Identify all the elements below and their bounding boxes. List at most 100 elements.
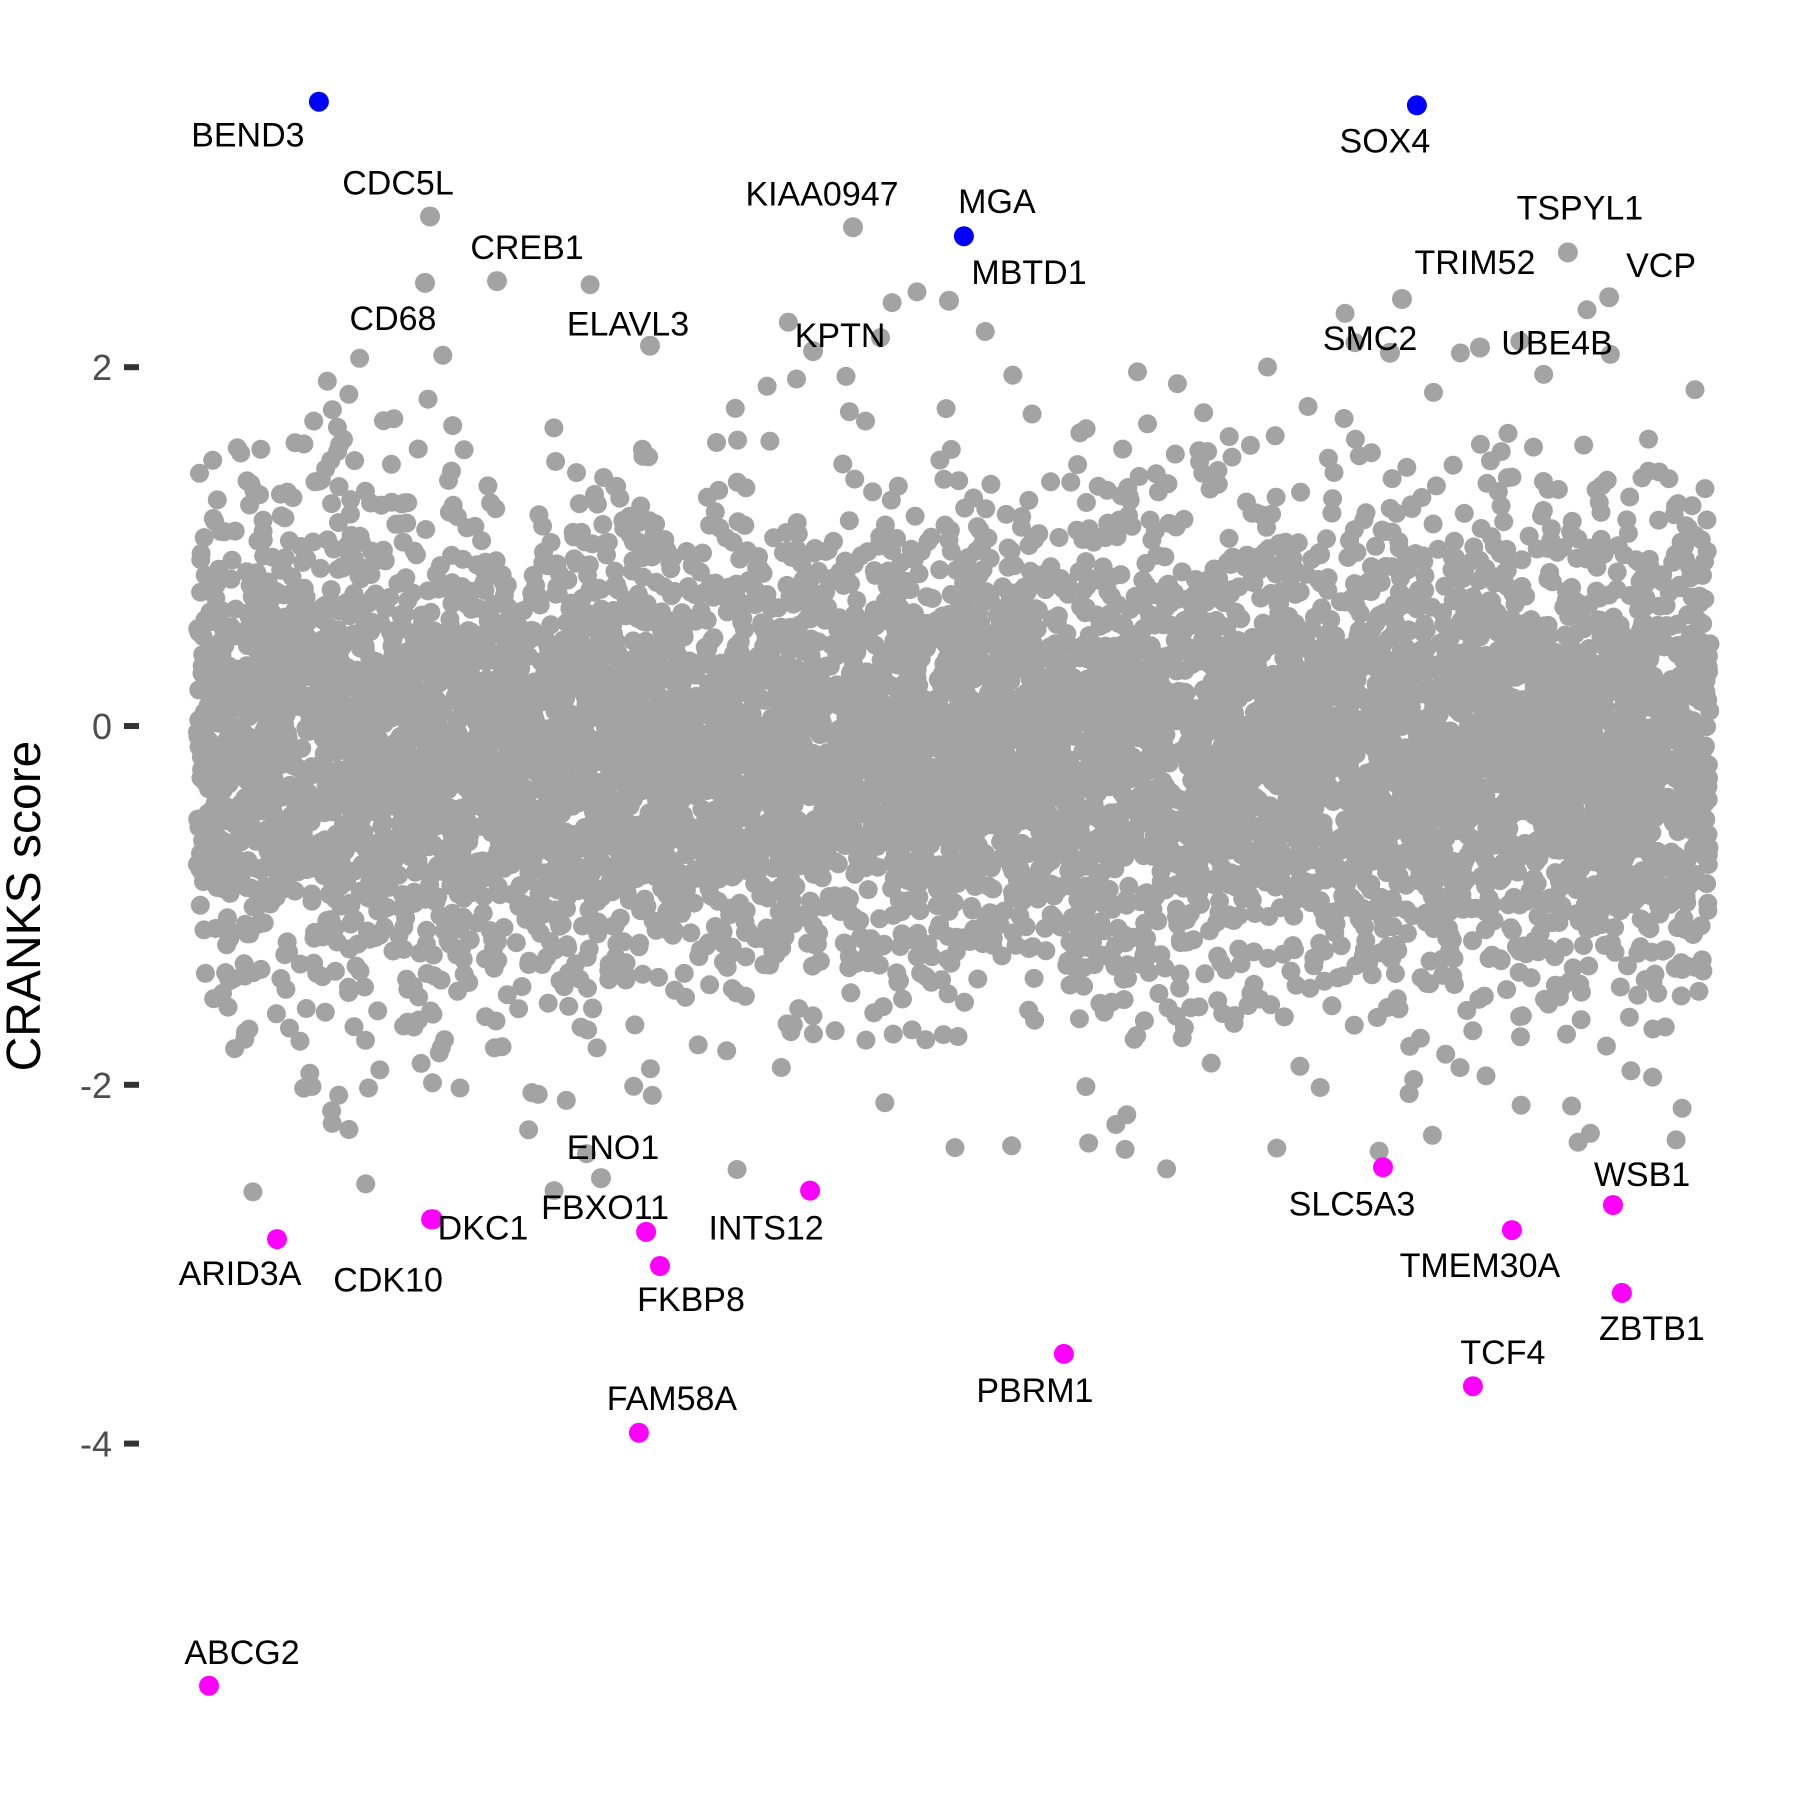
background-point <box>1682 496 1702 516</box>
background-point <box>448 981 468 1001</box>
background-point <box>418 389 438 409</box>
background-point <box>1093 557 1113 577</box>
background-point <box>1222 447 1242 467</box>
background-point <box>1241 983 1261 1003</box>
background-point <box>1024 968 1044 988</box>
background-point <box>1310 1078 1330 1097</box>
background-point <box>1079 1133 1099 1153</box>
background-point <box>1023 937 1043 957</box>
background-point <box>1219 427 1239 447</box>
background-point <box>1399 1084 1419 1104</box>
background-point <box>1068 455 1088 475</box>
background-point <box>1117 1105 1137 1125</box>
background-point <box>825 1021 845 1041</box>
background-point <box>546 452 566 471</box>
background-point <box>1443 455 1463 475</box>
background-points <box>187 312 1720 1202</box>
background-point <box>194 528 214 548</box>
background-point <box>417 920 437 940</box>
background-point <box>1076 1077 1096 1097</box>
background-point <box>541 533 561 552</box>
background-point <box>1631 937 1650 957</box>
background-point <box>443 416 463 436</box>
background-point <box>938 984 958 1004</box>
background-point <box>1639 429 1658 449</box>
background-point <box>251 959 271 979</box>
background-point <box>190 895 210 915</box>
background-point <box>559 996 579 1016</box>
background-point <box>905 506 925 526</box>
background-point <box>787 369 806 389</box>
background-point <box>296 999 316 1018</box>
background-point <box>707 433 726 452</box>
background-point <box>203 450 223 470</box>
background-point <box>1573 936 1593 955</box>
background-point <box>1003 365 1023 385</box>
background-point <box>875 515 895 535</box>
y-tick-label: 2 <box>92 347 112 388</box>
background-point <box>386 514 406 534</box>
background-point <box>955 992 974 1012</box>
y-tick-label: -4 <box>80 1424 112 1465</box>
background-point <box>1649 462 1669 482</box>
background-point <box>522 1083 542 1103</box>
background-point <box>544 418 564 438</box>
background-point <box>1113 969 1133 989</box>
background-point <box>730 549 750 569</box>
background-point <box>747 864 767 884</box>
y-tick-mark <box>124 1440 139 1447</box>
background-point <box>1607 562 1627 582</box>
y-tick-mark <box>124 1081 139 1088</box>
background-point <box>512 977 532 997</box>
background-point <box>1503 921 1522 940</box>
background-point <box>476 949 495 969</box>
background-point <box>640 1059 660 1079</box>
background-point <box>356 1174 376 1194</box>
background-point <box>322 494 342 514</box>
background-point <box>976 499 996 519</box>
background-point <box>839 511 859 531</box>
background-point <box>356 1030 375 1050</box>
background-point <box>1001 541 1021 561</box>
background-point <box>803 1024 823 1044</box>
background-point <box>1002 1136 1022 1156</box>
background-point <box>1511 1027 1530 1047</box>
background-point <box>588 924 608 944</box>
background-point <box>710 518 730 538</box>
background-point <box>1562 1096 1582 1116</box>
background-point <box>1061 472 1081 492</box>
background-point <box>1276 532 1296 552</box>
background-point <box>312 597 332 617</box>
background-point <box>277 932 297 952</box>
background-point <box>1201 1053 1221 1073</box>
background-point <box>975 322 995 341</box>
background-point <box>839 402 859 422</box>
background-point <box>447 507 467 527</box>
background-point <box>902 1020 922 1040</box>
background-point <box>1420 951 1440 971</box>
background-point <box>1655 1017 1675 1037</box>
background-point <box>623 551 643 571</box>
background-point <box>454 440 474 460</box>
background-point <box>329 1085 349 1105</box>
background-point <box>778 312 798 332</box>
background-point <box>1454 503 1474 523</box>
y-axis-title: CRANKS score <box>0 741 51 1072</box>
background-point <box>1200 921 1220 941</box>
background-point <box>1463 587 1483 607</box>
y-tick-label: 0 <box>92 706 112 747</box>
background-point <box>1367 1008 1387 1027</box>
background-point <box>304 411 324 431</box>
background-point <box>416 520 436 539</box>
background-point <box>1672 1098 1692 1118</box>
background-point <box>329 477 349 497</box>
background-point <box>1053 579 1073 598</box>
background-point <box>1076 493 1096 512</box>
background-point <box>625 1015 645 1035</box>
background-point <box>558 570 578 590</box>
background-point <box>243 1182 263 1202</box>
y-tick-mark <box>124 723 139 729</box>
background-point <box>311 558 330 578</box>
